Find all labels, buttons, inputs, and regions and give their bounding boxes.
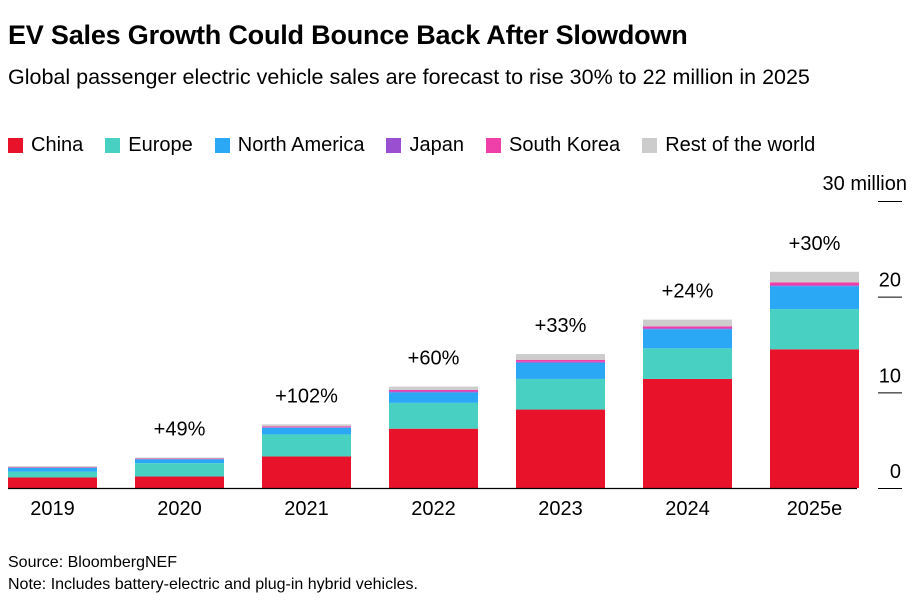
- growth-label-2022: +60%: [408, 348, 460, 370]
- x-tick-label-2019: 2019: [30, 498, 75, 520]
- legend-item-china: China: [8, 134, 83, 157]
- y-tick-label-10: 10: [879, 365, 901, 387]
- bar-segment-china-2025e: [770, 349, 859, 488]
- legend-item-rest-of-world: Rest of the world: [642, 134, 815, 157]
- growth-label-2025e: +30%: [789, 233, 841, 255]
- note-text: Note: Includes battery-electric and plug…: [8, 576, 418, 593]
- legend-label-south-korea: South Korea: [508, 134, 621, 156]
- legend-swatch-china: [8, 138, 23, 153]
- bar-segment-europe-2019: [8, 471, 97, 478]
- legend-label-rest-of-world: Rest of the world: [665, 134, 816, 156]
- chart-title: EV Sales Growth Could Bounce Back After …: [8, 20, 688, 50]
- bar-segment-south-korea-2024: [643, 326, 732, 329]
- legend-item-japan: Japan: [386, 134, 464, 157]
- legend-item-europe: Europe: [105, 134, 193, 157]
- legend-item-south-korea: South Korea: [485, 134, 621, 157]
- y-axis-unit-label: 30 million: [823, 173, 907, 195]
- bar-segment-rest-of-the-world-2025e: [770, 271, 859, 283]
- bar-segment-rest-of-the-world-2022: [389, 386, 478, 390]
- bar-segment-rest-of-the-world-2020: [135, 457, 224, 459]
- bar-segment-japan-2022: [389, 391, 478, 393]
- bar-segment-rest-of-the-world-2023: [516, 354, 605, 360]
- bar-segment-south-korea-2022: [389, 389, 478, 392]
- legend: China Europe North America Japan South K…: [8, 134, 837, 157]
- bar-segment-north-america-2019: [8, 467, 97, 472]
- bar-segment-north-america-2022: [389, 392, 478, 403]
- bar-segment-north-america-2025e: [770, 286, 859, 310]
- x-tick-label-2024: 2024: [665, 498, 710, 520]
- bar-segment-north-america-2024: [643, 329, 732, 349]
- legend-swatch-north-america: [214, 138, 230, 153]
- bar-segment-japan-2025e: [770, 285, 859, 287]
- bar-segment-europe-2025e: [770, 309, 859, 350]
- bar-segment-japan-2024: [643, 328, 732, 330]
- growth-label-2021: +102%: [275, 385, 338, 407]
- x-tick-label-2025e: 2025e: [787, 498, 843, 520]
- bar-segment-europe-2020: [135, 463, 224, 477]
- bar-segment-europe-2022: [389, 402, 478, 429]
- y-tick-label-0: 0: [890, 461, 901, 483]
- bar-segment-china-2024: [643, 378, 732, 488]
- bar-segment-rest-of-the-world-2021: [262, 424, 351, 427]
- growth-label-2020: +49%: [154, 419, 206, 441]
- bar-segment-north-america-2020: [135, 459, 224, 464]
- bar-segment-north-america-2021: [262, 427, 351, 435]
- x-tick-label-2023: 2023: [538, 498, 583, 520]
- bar-segment-china-2022: [389, 428, 478, 488]
- bar-segment-china-2019: [8, 477, 97, 488]
- growth-label-2024: +24%: [662, 281, 714, 303]
- x-tick-label-2020: 2020: [157, 498, 202, 520]
- legend-swatch-japan: [386, 138, 402, 153]
- bar-segment-europe-2024: [643, 348, 732, 379]
- bar-segment-china-2020: [135, 476, 224, 488]
- source-text: Source: BloombergNEF: [8, 554, 177, 571]
- bar-segment-south-korea-2025e: [770, 282, 859, 286]
- footer: Source: BloombergNEF Note: Includes batt…: [8, 552, 418, 596]
- growth-label-2023: +33%: [535, 315, 587, 337]
- x-tick-label-2021: 2021: [284, 498, 329, 520]
- legend-label-europe: Europe: [128, 134, 193, 156]
- bar-segment-south-korea-2021: [262, 426, 351, 428]
- legend-label-north-america: North America: [237, 134, 365, 156]
- bar-segment-europe-2023: [516, 378, 605, 410]
- bar-segment-europe-2021: [262, 434, 351, 457]
- legend-label-china: China: [31, 134, 84, 156]
- bar-segment-china-2023: [516, 409, 605, 488]
- legend-label-japan: Japan: [409, 134, 464, 156]
- bar-segment-rest-of-the-world-2019: [8, 466, 97, 468]
- legend-swatch-rest-of-world: [642, 138, 658, 153]
- bar-segment-south-korea-2023: [516, 359, 605, 362]
- legend-swatch-south-korea: [485, 138, 501, 153]
- bar-segment-japan-2023: [516, 361, 605, 363]
- bar-segment-rest-of-the-world-2024: [643, 319, 732, 327]
- bar-segment-china-2021: [262, 456, 351, 488]
- bar-segment-north-america-2023: [516, 362, 605, 379]
- x-tick-label-2022: 2022: [411, 498, 456, 520]
- legend-swatch-europe: [105, 138, 121, 153]
- legend-item-north-america: North America: [214, 134, 365, 157]
- y-tick-label-20: 20: [879, 270, 901, 292]
- chart-subtitle: Global passenger electric vehicle sales …: [8, 65, 810, 89]
